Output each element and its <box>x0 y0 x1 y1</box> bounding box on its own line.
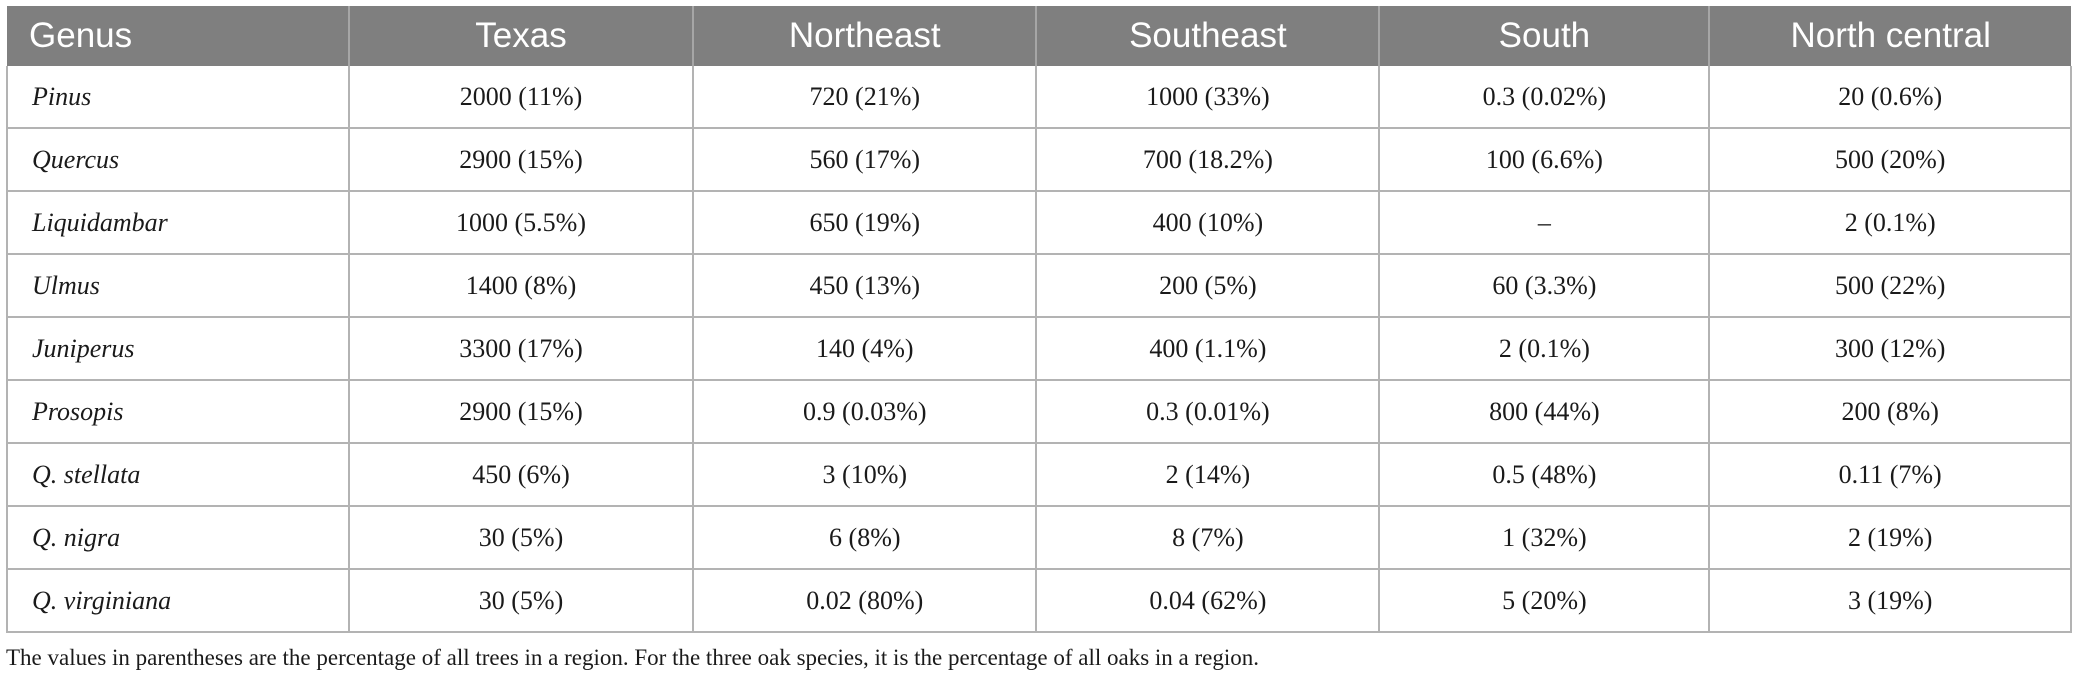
value-cell: 0.5 (48%) <box>1378 442 1711 507</box>
table-row: Juniperus 3300 (17%) 140 (4%) 400 (1.1%) 2 (… <box>6 316 2072 381</box>
value-cell: 1000 (33%) <box>1035 66 1381 129</box>
value-cell: 3 (10%) <box>692 442 1038 507</box>
value-cell: 20 (0.6%) <box>1708 66 2072 129</box>
value-cell: 30 (5%) <box>347 505 695 570</box>
value-cell: 800 (44%) <box>1378 379 1711 444</box>
header-row: Genus Texas Northeast Southeast South No… <box>7 6 2071 66</box>
value-cell: 100 (6.6%) <box>1378 127 1711 192</box>
table-row: Quercus 2900 (15%) 560 (17%) 700 (18.2%) 100… <box>6 127 2072 192</box>
genus-cell: Q. stellata <box>6 442 350 507</box>
header-south: South <box>1378 6 1710 66</box>
header-genus: Genus <box>7 6 349 66</box>
genus-cell: Q. nigra <box>6 505 350 570</box>
genus-cell: Quercus <box>6 127 350 192</box>
header-southeast: Southeast <box>1035 6 1380 66</box>
value-cell: 60 (3.3%) <box>1378 253 1711 318</box>
value-cell: 8 (7%) <box>1035 505 1381 570</box>
value-cell: 6 (8%) <box>692 505 1038 570</box>
table-row: Q. virginiana 30 (5%) 0.02 (80%) 0.04 (62%)… <box>6 568 2072 633</box>
value-cell: 300 (12%) <box>1708 316 2072 381</box>
genus-cell: Q. virginiana <box>6 568 350 633</box>
value-cell: 700 (18.2%) <box>1035 127 1381 192</box>
value-cell: 2 (19%) <box>1708 505 2072 570</box>
table-header: Genus Texas Northeast Southeast South No… <box>7 6 2071 66</box>
value-cell: 1000 (5.5%) <box>347 190 695 255</box>
value-cell: 140 (4%) <box>692 316 1038 381</box>
value-cell: 2000 (11%) <box>347 66 695 129</box>
header-northeast: Northeast <box>692 6 1037 66</box>
table-row: Prosopis 2900 (15%) 0.9 (0.03%) 0.3 (0.01%)… <box>6 379 2072 444</box>
value-cell: 450 (13%) <box>692 253 1038 318</box>
value-cell: 5 (20%) <box>1378 568 1711 633</box>
genus-cell: Pinus <box>6 66 350 129</box>
value-cell: 400 (10%) <box>1035 190 1381 255</box>
value-cell: 0.3 (0.02%) <box>1378 66 1711 129</box>
value-cell: 400 (1.1%) <box>1035 316 1381 381</box>
value-cell: 0.3 (0.01%) <box>1035 379 1381 444</box>
value-cell: 450 (6%) <box>347 442 695 507</box>
genus-cell: Prosopis <box>6 379 350 444</box>
table-row: Q. nigra 30 (5%) 6 (8%) 8 (7%) 1 (32%) 2 (19%… <box>6 505 2072 570</box>
table-row: Q. stellata 450 (6%) 3 (10%) 2 (14%) 0.5 (48… <box>6 442 2072 507</box>
value-cell: 200 (5%) <box>1035 253 1381 318</box>
value-cell: 500 (22%) <box>1708 253 2072 318</box>
value-cell: 720 (21%) <box>692 66 1038 129</box>
value-cell: 2 (14%) <box>1035 442 1381 507</box>
value-cell: 560 (17%) <box>692 127 1038 192</box>
value-cell: 0.11 (7%) <box>1708 442 2072 507</box>
value-cell: 2900 (15%) <box>347 127 695 192</box>
value-cell: 650 (19%) <box>692 190 1038 255</box>
value-cell: 0.02 (80%) <box>692 568 1038 633</box>
table-row: Ulmus 1400 (8%) 450 (13%) 200 (5%) 60 (3.3%)… <box>6 253 2072 318</box>
value-cell: 0.9 (0.03%) <box>692 379 1038 444</box>
table-row: Liquidambar 1000 (5.5%) 650 (19%) 400 (10%)… <box>6 190 2072 255</box>
value-cell: 0.04 (62%) <box>1035 568 1381 633</box>
genus-region-table: Genus Texas Northeast Southeast South No… <box>6 6 2072 633</box>
table-footnote: The values in parentheses are the percen… <box>6 645 1259 670</box>
header-north-central: North central <box>1708 6 2071 66</box>
data-table-container: Genus Texas Northeast Southeast South No… <box>6 6 2072 633</box>
value-cell: 3300 (17%) <box>347 316 695 381</box>
value-cell: 1400 (8%) <box>347 253 695 318</box>
header-texas: Texas <box>347 6 694 66</box>
genus-cell: Ulmus <box>6 253 350 318</box>
value-cell: – <box>1378 190 1711 255</box>
value-cell: 3 (19%) <box>1708 568 2072 633</box>
value-cell: 2 (0.1%) <box>1378 316 1711 381</box>
table-body: Pinus 2000 (11%) 720 (21%) 1000 (33%) 0.3 (0… <box>6 66 2072 633</box>
genus-cell: Juniperus <box>6 316 350 381</box>
value-cell: 500 (20%) <box>1708 127 2072 192</box>
value-cell: 2 (0.1%) <box>1708 190 2072 255</box>
table-row: Pinus 2000 (11%) 720 (21%) 1000 (33%) 0.3 (0… <box>6 66 2072 129</box>
value-cell: 2900 (15%) <box>347 379 695 444</box>
value-cell: 1 (32%) <box>1378 505 1711 570</box>
value-cell: 30 (5%) <box>347 568 695 633</box>
genus-cell: Liquidambar <box>6 190 350 255</box>
value-cell: 200 (8%) <box>1708 379 2072 444</box>
